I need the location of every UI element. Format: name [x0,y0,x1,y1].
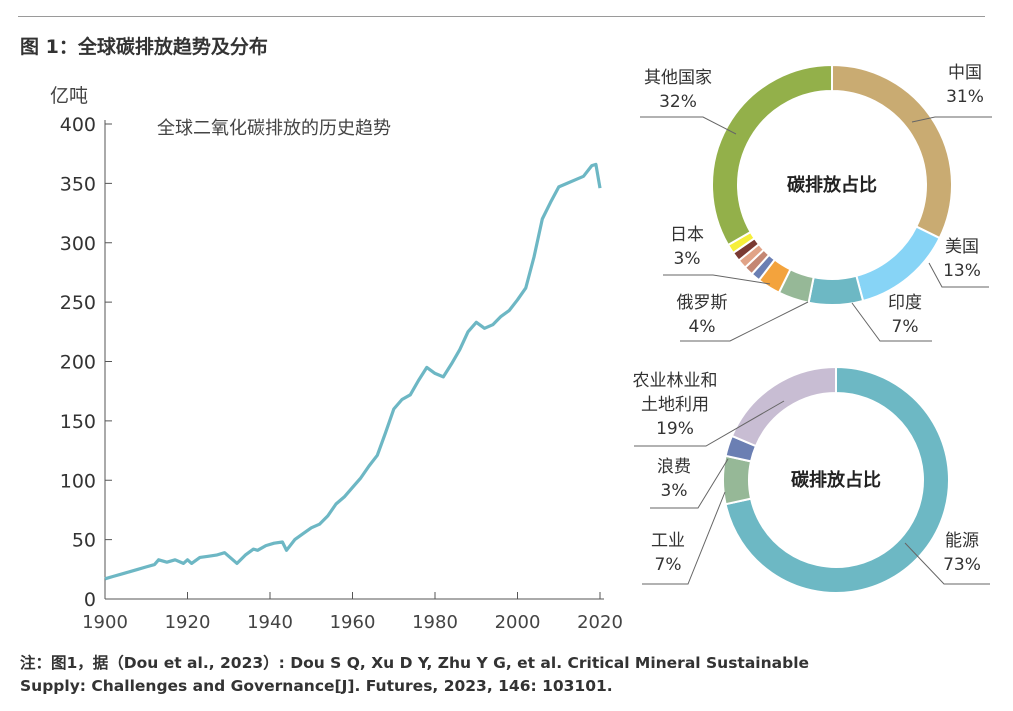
x-tick-label: 1960 [330,612,376,633]
line-chart-title: 全球二氧化碳排放的历史趋势 [157,118,391,139]
slice-percent-label: 31% [946,87,984,107]
pie-slice [724,365,950,594]
slice-percent-label: 3% [661,481,688,501]
figure-note: 注：图1，据（Dou et al., 2023）: Dou S Q, Xu D … [20,652,980,698]
x-tick-label: 1940 [247,612,293,633]
y-tick-label: 0 [84,589,96,611]
x-tick-label: 1920 [165,612,211,633]
slice-percent-label: 4% [689,317,716,337]
slice-label: 工业 [651,531,685,551]
x-tick-label: 1980 [412,612,458,633]
pie-center-title: 碳排放占比 [787,174,877,196]
emissions-line [104,162,602,581]
slice-label: 中国 [948,63,982,83]
pie-slice [831,63,953,240]
slice-percent-label: 7% [892,317,919,337]
top-rule [18,16,985,17]
slice-label: 土地利用 [641,395,709,415]
y-tick-label: 400 [60,114,96,136]
x-tick-label: 1900 [82,612,128,633]
leader-line [911,116,992,123]
slice-percent-label: 3% [674,249,701,269]
slice-percent-label: 19% [656,419,694,439]
slice-label: 其他国家 [644,68,712,88]
leader-line [640,116,737,135]
slice-label: 能源 [945,531,979,551]
y-tick-label: 250 [60,292,96,314]
pie-slice [722,454,753,506]
leader-line [680,301,809,342]
slice-percent-label: 7% [655,555,682,575]
pie-slice [855,225,941,303]
x-tick-label: 2020 [577,612,623,633]
slice-label: 浪费 [657,457,691,477]
slice-label: 美国 [945,237,979,257]
leader-line [928,262,989,288]
note-line-2: Supply: Challenges and Governance[J]. Fu… [20,677,613,695]
figure-title: 图 1：全球碳排放趋势及分布 [20,36,268,58]
y-tick-label: 350 [60,173,96,195]
leader-line [663,274,771,285]
y-tick-label: 200 [60,352,96,374]
pie-slice [711,63,833,247]
slice-label: 俄罗斯 [677,293,728,313]
y-tick-label: 150 [60,411,96,433]
slice-percent-label: 32% [659,92,697,112]
y-tick-label: 50 [72,530,96,552]
pie-slice [807,274,865,306]
y-axis-title: 亿吨 [50,85,88,107]
y-tick-label: 100 [60,470,96,492]
slice-label: 印度 [888,293,922,313]
pie-center-title: 碳排放占比 [791,469,881,491]
slice-label: 农业林业和 [633,371,718,391]
slice-percent-label: 13% [943,261,981,281]
note-line-1: 注：图1，据（Dou et al., 2023）: Dou S Q, Xu D … [20,654,810,672]
leader-line [851,302,932,342]
leader-line [642,491,726,585]
pie-slice [730,365,837,448]
y-tick-label: 300 [60,233,96,255]
leader-line [650,458,729,509]
slice-label: 日本 [670,225,704,245]
leader-line [904,542,990,585]
leader-line [634,400,785,447]
slice-percent-label: 73% [943,555,981,575]
x-tick-label: 2000 [495,612,541,633]
